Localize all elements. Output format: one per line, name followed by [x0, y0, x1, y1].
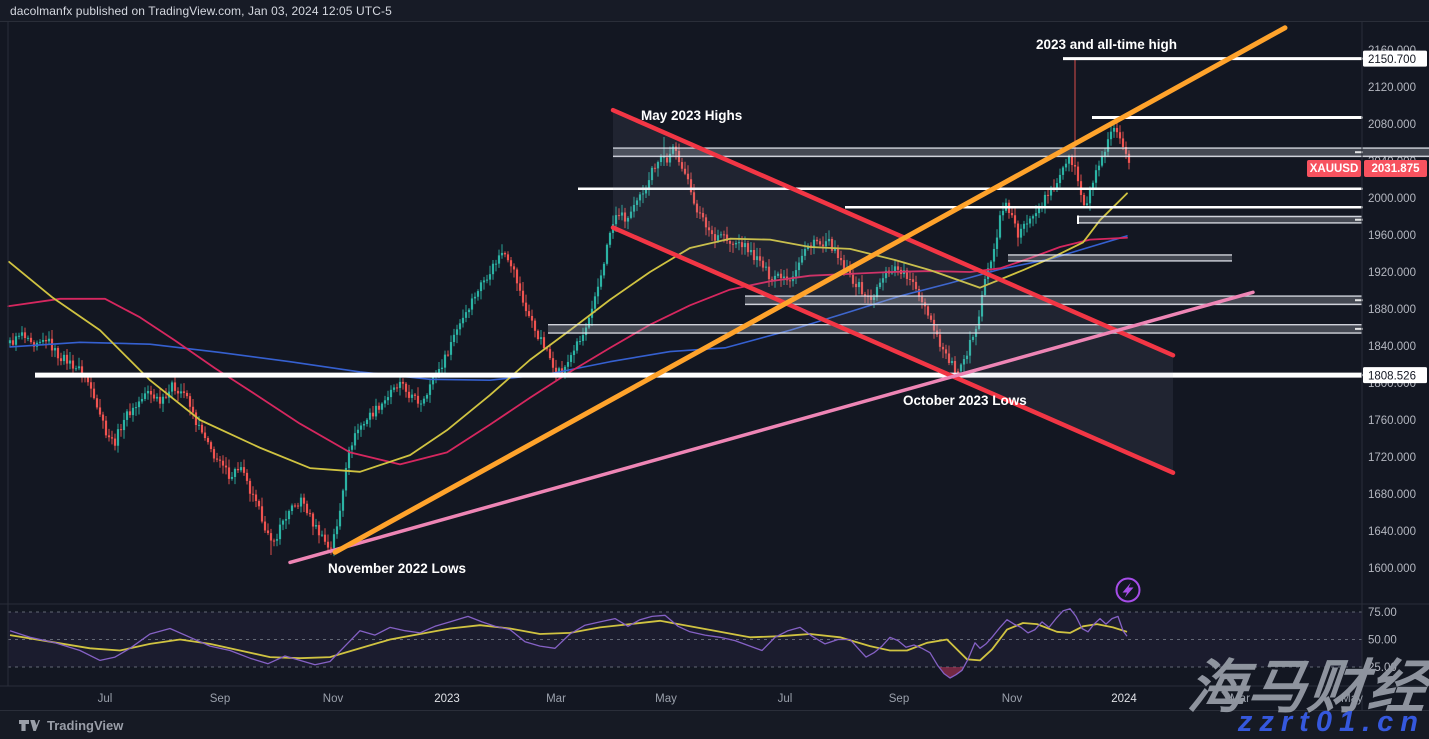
price-tick-label: 2000.000	[1368, 193, 1416, 205]
trendlines[interactable]	[288, 25, 1288, 565]
time-tick-label: Mar	[546, 693, 566, 705]
price-tick-label: 1880.000	[1368, 304, 1416, 316]
footer-bar: TradingView	[0, 710, 1429, 739]
time-tick-label: Sep	[210, 693, 230, 705]
price-level-label: 2150.700	[1368, 54, 1416, 66]
red-descending-channel[interactable]	[610, 107, 1176, 475]
price-level-label: 1808.526	[1368, 371, 1416, 383]
support-resistance-zone[interactable]	[745, 296, 1362, 305]
price-tick-label: 1920.000	[1368, 267, 1416, 279]
support-resistance-zone[interactable]	[1078, 216, 1362, 223]
time-tick-label: Sep	[889, 693, 909, 705]
support-resistance-zone[interactable]	[1008, 254, 1232, 261]
chart-annotation[interactable]: November 2022 Lows	[328, 561, 466, 576]
time-tick-label: May	[655, 693, 677, 705]
watermark-url: zzrt01.cn	[1237, 706, 1425, 738]
price-axis-labels: 2160.0002120.0002080.0002040.0002000.000…	[1368, 45, 1416, 674]
price-tick-label: 2120.000	[1368, 82, 1416, 94]
chart-annotation[interactable]: May 2023 Highs	[641, 108, 742, 123]
chart-annotation[interactable]: October 2023 Lows	[903, 393, 1027, 408]
last-price-tag: 2031.875	[1364, 160, 1427, 178]
text-annotations[interactable]: 2023 and all-time high May 2023 Highs Octo…	[328, 37, 1177, 576]
rsi-tick-label: 50.00	[1368, 635, 1397, 647]
time-tick-label: Nov	[1002, 693, 1023, 705]
price-tick-label: 1680.000	[1368, 489, 1416, 501]
publish-header: dacolmanfx published on TradingView.com,…	[0, 0, 1429, 22]
price-tick-label: 1760.000	[1368, 415, 1416, 427]
time-tick-label: Jul	[98, 693, 113, 705]
tradingview-logo-text[interactable]: TradingView	[47, 717, 124, 733]
orange-ascending-trendline[interactable]	[332, 25, 1288, 555]
rsi-line	[9, 608, 1128, 679]
price-tick-label: 1840.000	[1368, 341, 1416, 353]
rsi-tick-label: 75.00	[1368, 607, 1397, 619]
publish-info: dacolmanfx published on TradingView.com,…	[10, 3, 392, 18]
symbol-tag: XAUUSD	[1307, 160, 1361, 178]
price-tick-label: 1960.000	[1368, 230, 1416, 242]
rsi-pane[interactable]	[8, 608, 1362, 679]
rsi-oversold-fill	[939, 667, 963, 678]
time-axis[interactable]: Jul Sep Nov 2023 Mar May Jul Sep Nov 2024 Mar May	[98, 693, 1363, 705]
time-tick-label: Jul	[778, 693, 793, 705]
time-tick-label: 2023	[434, 693, 460, 705]
pane-separators	[0, 22, 1429, 710]
rsi-tick-label: 25.00	[1368, 662, 1397, 674]
price-tick-label: 1640.000	[1368, 526, 1416, 538]
ma-blue-line	[9, 235, 1128, 382]
time-tick-label: 2024	[1111, 693, 1137, 705]
chart-annotation[interactable]: 2023 and all-time high	[1036, 37, 1177, 52]
horizontal-levels[interactable]	[35, 57, 1429, 378]
price-tick-label: 1600.000	[1368, 563, 1416, 575]
time-tick-label: Nov	[323, 693, 344, 705]
time-tick-label: Mar	[1230, 693, 1250, 705]
support-resistance-zone[interactable]	[613, 148, 1429, 157]
support-resistance-zone[interactable]	[548, 324, 1362, 334]
tradingview-logo-icon[interactable]	[18, 718, 40, 733]
price-tick-label: 2080.000	[1368, 119, 1416, 131]
flash-boost-icon[interactable]	[1115, 577, 1141, 603]
time-tick-label: May	[1341, 693, 1363, 705]
price-tick-label: 1720.000	[1368, 452, 1416, 464]
axis-price-labels: 2150.700 1808.526	[1363, 50, 1427, 384]
pink-ascending-support[interactable]	[288, 290, 1255, 565]
